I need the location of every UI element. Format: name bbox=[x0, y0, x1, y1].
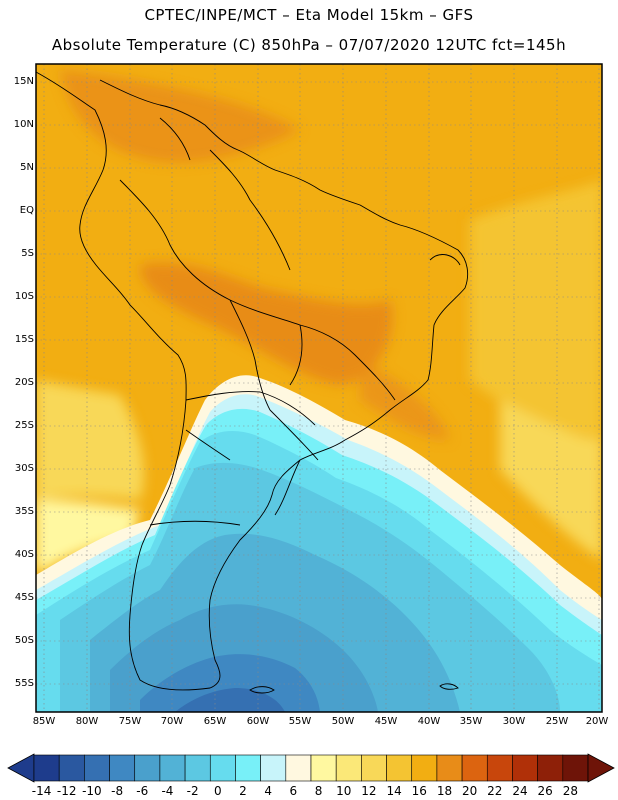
lat-label: 55S bbox=[14, 678, 34, 689]
colorbar-tick-label: 20 bbox=[462, 784, 478, 798]
lat-label: 15N bbox=[13, 76, 34, 87]
lon-label: 50W bbox=[331, 716, 355, 727]
colorbar-tick-label: 14 bbox=[386, 784, 402, 798]
colorbar-swatch bbox=[260, 754, 287, 782]
colorbar-tick-label: -10 bbox=[82, 784, 102, 798]
lon-label: 25W bbox=[545, 716, 569, 727]
lon-label: 85W bbox=[32, 716, 56, 727]
lat-label: 5S bbox=[21, 248, 34, 259]
colorbar-swatch bbox=[235, 754, 261, 782]
title-line-2: Absolute Temperature (C) 850hPa – 07/07/… bbox=[51, 36, 567, 54]
colorbar-swatch bbox=[33, 754, 60, 782]
colorbar-tick-label: 18 bbox=[436, 784, 453, 798]
colorbar-tick-label: 6 bbox=[289, 784, 298, 798]
colorbar-tick-label: 24 bbox=[512, 784, 528, 798]
lon-label: 80W bbox=[75, 716, 99, 727]
colorbar-swatch bbox=[512, 754, 538, 782]
colorbar-swatch bbox=[335, 754, 362, 782]
colorbar-tick-label: 22 bbox=[487, 784, 503, 798]
coastlines bbox=[36, 71, 469, 694]
colorbar-swatch bbox=[58, 754, 85, 782]
graticule bbox=[36, 64, 602, 712]
title-line-1: CPTEC/INPE/MCT – Eta Model 15km – GFS bbox=[144, 6, 474, 24]
lon-label: 70W bbox=[160, 716, 184, 727]
lon-label: 20W bbox=[585, 716, 609, 727]
colorbar-swatch bbox=[386, 754, 413, 782]
colorbar-tick-label: -12 bbox=[56, 784, 77, 798]
colorbar-tick-label: 8 bbox=[314, 784, 323, 798]
lat-label: 15S bbox=[14, 334, 34, 345]
colorbar-tick-label: 26 bbox=[537, 784, 553, 798]
colorbar-swatch bbox=[310, 754, 337, 782]
lon-label: 55W bbox=[288, 716, 312, 727]
colorbar-swatch bbox=[184, 754, 211, 782]
lat-label: 50S bbox=[14, 635, 34, 646]
colorbar-swatch bbox=[134, 754, 161, 782]
colorbar-swatch bbox=[361, 754, 387, 782]
colorbar-swatch bbox=[411, 754, 438, 782]
lon-label: 75W bbox=[118, 716, 142, 727]
map-frame bbox=[35, 63, 603, 713]
lat-label: 5N bbox=[20, 162, 34, 173]
colorbar-tick-label: 4 bbox=[264, 784, 272, 798]
colorbar-tick-label: -14 bbox=[31, 784, 52, 798]
colorbar-swatch bbox=[486, 754, 513, 782]
lat-label: 25S bbox=[14, 420, 34, 431]
lat-label: 10N bbox=[13, 119, 34, 130]
lat-label: 10S bbox=[14, 291, 34, 302]
lon-label: 45W bbox=[374, 716, 398, 727]
colorbar-swatch bbox=[84, 754, 110, 782]
colorbar-tick-label: -2 bbox=[186, 784, 199, 798]
colorbar-swatch bbox=[109, 754, 136, 782]
lat-label: 20S bbox=[14, 377, 34, 388]
colorbar-tick-label: 16 bbox=[411, 784, 427, 798]
colorbar-swatch bbox=[159, 754, 186, 782]
colorbar-tick-label: -4 bbox=[161, 784, 174, 798]
colorbar-swatch bbox=[461, 754, 488, 782]
lon-label: 60W bbox=[246, 716, 270, 727]
lon-label: 40W bbox=[417, 716, 441, 727]
colorbar bbox=[7, 753, 615, 783]
colorbar-swatch bbox=[209, 754, 236, 782]
colorbar-swatch bbox=[537, 754, 564, 782]
colorbar-tick-label: -8 bbox=[111, 784, 124, 798]
colorbar-tick-label: 10 bbox=[336, 784, 352, 798]
lat-label: 45S bbox=[14, 592, 34, 603]
colorbar-tick-label: 12 bbox=[361, 784, 377, 798]
colorbar-swatch bbox=[562, 754, 589, 782]
colorbar-swatch bbox=[436, 754, 463, 782]
lat-label: EQ bbox=[19, 205, 34, 216]
colorbar-tick-label: 0 bbox=[213, 784, 222, 798]
lat-label: 40S bbox=[14, 549, 34, 560]
colorbar-low-arrow bbox=[7, 753, 35, 783]
lon-label: 35W bbox=[459, 716, 483, 727]
colorbar-tick-label: 28 bbox=[562, 784, 578, 798]
colorbar-swatch bbox=[285, 754, 312, 782]
lat-label: 35S bbox=[14, 506, 34, 517]
temperature-field bbox=[36, 64, 602, 712]
colorbar-high-arrow bbox=[587, 753, 615, 783]
colorbar-tick-label: -6 bbox=[136, 784, 149, 798]
lon-label: 65W bbox=[203, 716, 227, 727]
lat-label: 30S bbox=[14, 463, 34, 474]
lon-label: 30W bbox=[502, 716, 526, 727]
colorbar-tick-label: 2 bbox=[239, 784, 247, 798]
